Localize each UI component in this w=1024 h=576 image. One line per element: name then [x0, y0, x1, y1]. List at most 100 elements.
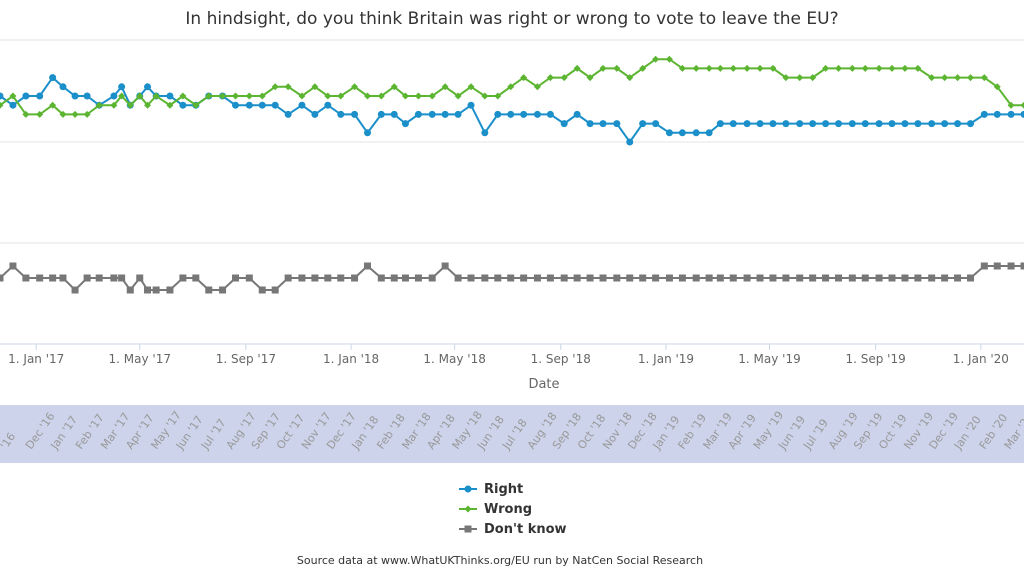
data-point-0-33 [401, 120, 409, 128]
x-tick-label-9: 1. Jan '20 [953, 352, 1009, 366]
data-point-1-25 [298, 92, 306, 100]
data-point-0-51 [639, 120, 647, 128]
data-point-0-74 [941, 120, 949, 128]
data-point-1-44 [546, 74, 554, 82]
legend-marker-0[interactable] [464, 485, 472, 493]
data-point-2-36 [441, 262, 449, 270]
data-point-2-23 [271, 286, 279, 294]
data-point-1-39 [481, 92, 489, 100]
legend-label-2: Don't know [484, 522, 567, 537]
data-point-2-77 [980, 262, 988, 270]
data-point-1-72 [914, 64, 922, 72]
data-point-0-54 [678, 129, 686, 137]
data-point-1-60 [756, 64, 764, 72]
data-point-1-37 [454, 92, 462, 100]
data-point-1-67 [848, 64, 856, 72]
data-point-1-59 [743, 64, 751, 72]
data-point-0-59 [743, 120, 751, 128]
data-point-1-36 [441, 83, 449, 91]
data-point-1-14 [152, 92, 160, 100]
data-point-0-35 [428, 110, 436, 118]
data-point-1-62 [782, 74, 790, 82]
data-point-1-29 [351, 83, 359, 91]
data-point-2-21 [245, 274, 253, 282]
data-point-1-63 [796, 74, 804, 82]
data-point-1-24 [284, 83, 292, 91]
data-point-1-77 [980, 74, 988, 82]
data-point-0-48 [599, 120, 607, 128]
data-point-0-52 [652, 120, 660, 128]
data-point-1-55 [692, 64, 700, 72]
data-point-0-44 [546, 110, 554, 118]
data-point-2-59 [743, 274, 751, 282]
data-point-1-6 [71, 110, 79, 118]
data-point-0-42 [520, 110, 528, 118]
data-point-2-62 [782, 274, 790, 282]
data-point-0-69 [875, 120, 883, 128]
data-point-0-1 [9, 101, 17, 109]
data-point-1-56 [705, 64, 713, 72]
data-point-2-41 [507, 274, 515, 282]
data-point-1-43 [533, 83, 541, 91]
data-point-0-73 [928, 120, 936, 128]
x-tick-label-6: 1. Jan '19 [638, 352, 694, 366]
data-point-1-50 [626, 74, 634, 82]
data-point-1-61 [769, 64, 777, 72]
data-point-0-15 [166, 92, 174, 100]
legend-marker-2[interactable] [464, 525, 472, 533]
data-point-2-28 [337, 274, 345, 282]
data-point-0-32 [390, 110, 398, 118]
data-point-0-6 [71, 92, 79, 100]
navigator-band[interactable] [0, 405, 1024, 463]
data-point-1-5 [59, 110, 67, 118]
data-point-2-24 [284, 274, 292, 282]
data-point-2-2 [22, 274, 30, 282]
data-point-2-51 [639, 274, 647, 282]
data-point-0-80 [1020, 110, 1024, 118]
data-point-0-70 [888, 120, 896, 128]
data-point-0-0 [0, 92, 4, 100]
data-point-0-43 [533, 110, 541, 118]
data-point-0-36 [441, 110, 449, 118]
data-point-0-72 [914, 120, 922, 128]
data-point-2-73 [928, 274, 936, 282]
x-tick-label-2: 1. Sep '17 [216, 352, 276, 366]
data-point-1-45 [560, 74, 568, 82]
data-point-2-14 [152, 286, 160, 294]
data-point-0-34 [414, 110, 422, 118]
legend-marker-1[interactable] [464, 505, 472, 513]
data-point-2-75 [954, 274, 962, 282]
data-point-0-60 [756, 120, 764, 128]
data-point-0-49 [613, 120, 621, 128]
data-point-0-16 [179, 101, 187, 109]
data-point-2-4 [49, 274, 57, 282]
data-point-0-10 [118, 83, 126, 91]
data-point-1-4 [49, 101, 57, 109]
data-point-1-11 [126, 101, 134, 109]
data-point-1-41 [507, 83, 515, 91]
data-point-1-10 [118, 92, 126, 100]
data-point-0-65 [822, 120, 830, 128]
data-point-2-46 [573, 274, 581, 282]
data-point-2-71 [901, 274, 909, 282]
data-point-2-55 [692, 274, 700, 282]
data-point-1-65 [822, 64, 830, 72]
data-point-0-79 [1007, 110, 1015, 118]
data-point-1-31 [377, 92, 385, 100]
data-point-1-80 [1020, 101, 1024, 109]
data-point-2-74 [941, 274, 949, 282]
data-point-1-15 [166, 101, 174, 109]
data-point-1-30 [364, 92, 372, 100]
data-point-2-22 [258, 286, 266, 294]
source-credit: Source data at www.WhatUKThinks.org/EU r… [297, 554, 703, 567]
data-point-1-51 [639, 64, 647, 72]
data-point-1-33 [401, 92, 409, 100]
data-point-2-19 [219, 286, 227, 294]
data-point-2-78 [993, 262, 1001, 270]
data-point-1-17 [192, 101, 200, 109]
data-point-0-55 [692, 129, 700, 137]
data-point-0-28 [337, 110, 345, 118]
data-point-2-67 [848, 274, 856, 282]
data-point-0-57 [716, 120, 724, 128]
